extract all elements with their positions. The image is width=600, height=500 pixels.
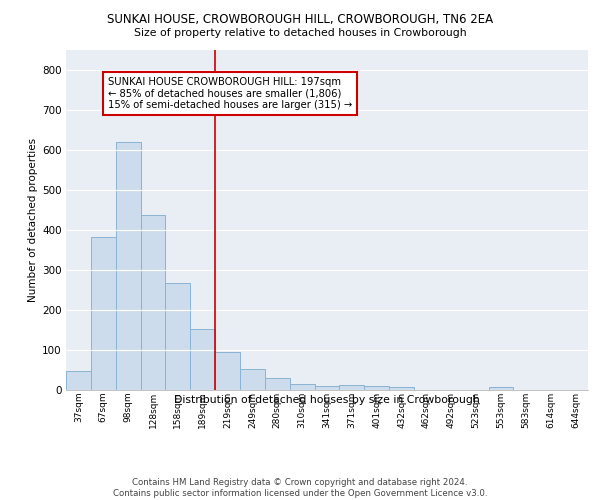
Text: Size of property relative to detached houses in Crowborough: Size of property relative to detached ho…: [134, 28, 466, 38]
Bar: [190, 329, 215, 390]
Bar: [66, 371, 91, 390]
Text: Contains HM Land Registry data © Crown copyright and database right 2024.
Contai: Contains HM Land Registry data © Crown c…: [113, 478, 487, 498]
Bar: [314, 386, 340, 390]
Bar: [290, 384, 314, 390]
Bar: [240, 369, 265, 390]
Bar: [215, 352, 240, 390]
Bar: [389, 387, 414, 390]
Text: SUNKAI HOUSE CROWBOROUGH HILL: 197sqm
← 85% of detached houses are smaller (1,80: SUNKAI HOUSE CROWBOROUGH HILL: 197sqm ← …: [108, 77, 352, 110]
Bar: [116, 142, 140, 390]
Bar: [364, 386, 389, 390]
Bar: [340, 385, 364, 390]
Bar: [166, 283, 190, 390]
Bar: [140, 215, 166, 390]
Bar: [488, 387, 514, 390]
Bar: [265, 378, 290, 390]
Text: SUNKAI HOUSE, CROWBOROUGH HILL, CROWBOROUGH, TN6 2EA: SUNKAI HOUSE, CROWBOROUGH HILL, CROWBORO…: [107, 12, 493, 26]
Text: Distribution of detached houses by size in Crowborough: Distribution of detached houses by size …: [174, 395, 480, 405]
Bar: [91, 237, 116, 390]
Y-axis label: Number of detached properties: Number of detached properties: [28, 138, 38, 302]
